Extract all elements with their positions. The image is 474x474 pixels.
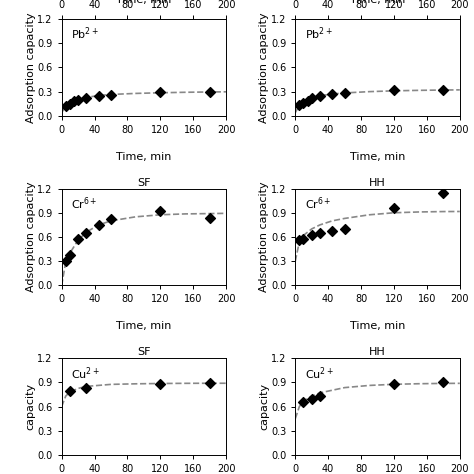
Point (206, 88, 213, 95)
X-axis label: Time, min: Time, min (350, 152, 405, 162)
Y-axis label: Adsorption capacity: Adsorption capacity (259, 12, 269, 123)
Point (156, 89, 164, 96)
Point (107, 91, 115, 99)
Point (304, 97, 311, 104)
Point (439, 86, 447, 93)
Point (328, 90, 336, 98)
Point (107, 216, 115, 223)
Point (316, 392, 324, 400)
Y-axis label: capacity: capacity (259, 383, 269, 430)
Point (308, 232, 316, 239)
Point (296, 101, 303, 109)
Point (390, 87, 398, 94)
Point (62, 102, 70, 110)
Point (66, 251, 73, 258)
Text: Pb$^{2+}$: Pb$^{2+}$ (72, 26, 100, 42)
Text: Cu$^{2+}$: Cu$^{2+}$ (305, 365, 334, 382)
Point (300, 398, 307, 406)
Point (300, 235, 307, 242)
Text: Cu$^{2+}$: Cu$^{2+}$ (72, 365, 100, 382)
Point (82, 384, 90, 392)
Point (66, 387, 73, 395)
Point (341, 225, 348, 233)
Y-axis label: capacity: capacity (26, 383, 36, 430)
Point (156, 380, 164, 387)
Point (74, 96, 82, 103)
Point (62, 257, 70, 265)
Point (316, 92, 324, 100)
Point (308, 395, 316, 402)
Y-axis label: Adsorption capacity: Adsorption capacity (26, 12, 36, 123)
Point (308, 94, 316, 102)
Point (390, 204, 398, 212)
Point (300, 99, 307, 107)
Y-axis label: Adsorption capacity: Adsorption capacity (259, 182, 269, 292)
Text: Pb$^{2+}$: Pb$^{2+}$ (305, 26, 333, 42)
Point (439, 379, 447, 386)
Point (70, 98, 78, 105)
Point (341, 89, 348, 97)
Point (328, 227, 336, 234)
Title: HH: HH (369, 178, 386, 188)
Y-axis label: Adsorption capacity: Adsorption capacity (26, 182, 36, 292)
Point (316, 229, 324, 237)
Point (156, 207, 164, 215)
Title: SF: SF (137, 347, 151, 357)
Title: HH: HH (369, 347, 386, 357)
X-axis label: Time, min: Time, min (116, 321, 172, 331)
X-axis label: Time, min: Time, min (350, 321, 405, 331)
Point (82, 94, 90, 102)
Point (82, 229, 90, 237)
Text: Cr$^{6+}$: Cr$^{6+}$ (72, 195, 98, 212)
Text: Time, min: Time, min (350, 0, 405, 5)
Point (74, 235, 82, 242)
Point (95, 92, 102, 100)
Point (296, 237, 303, 244)
Point (439, 189, 447, 196)
Point (66, 100, 73, 108)
Point (95, 221, 102, 228)
Title: SF: SF (137, 178, 151, 188)
X-axis label: Time, min: Time, min (116, 152, 172, 162)
Text: Time, min: Time, min (116, 0, 172, 5)
Point (206, 379, 213, 387)
Text: Cr$^{6+}$: Cr$^{6+}$ (305, 195, 332, 212)
Point (390, 381, 398, 388)
Point (206, 214, 213, 221)
